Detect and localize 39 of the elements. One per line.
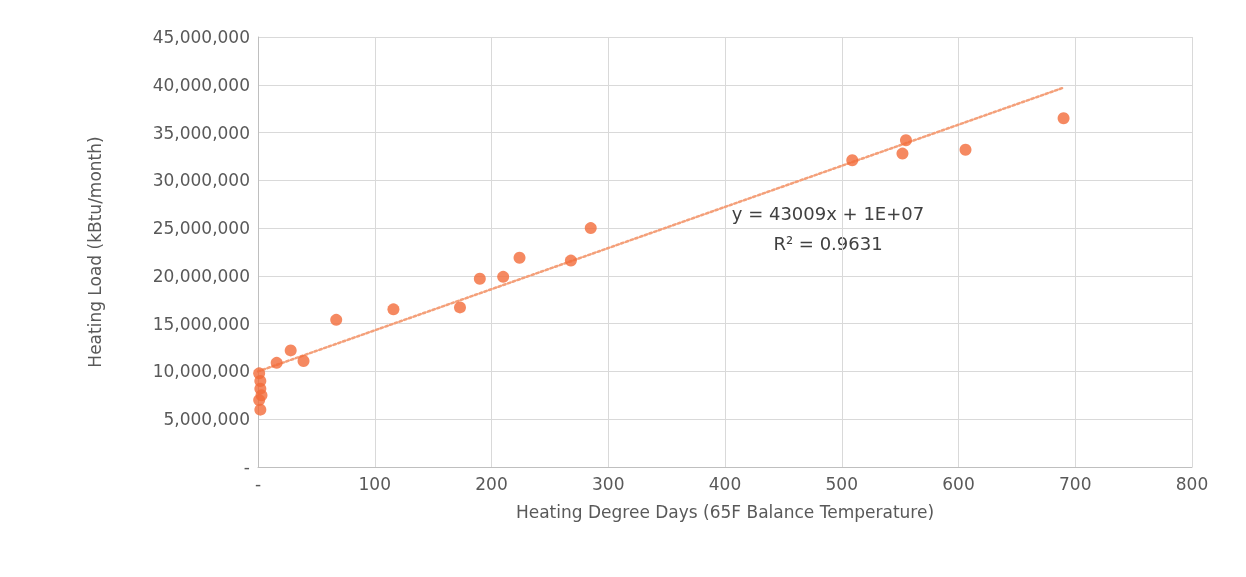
- x-tick-label: 500: [825, 473, 858, 494]
- y-tick-label: 15,000,000: [152, 313, 250, 334]
- y-tick-label: 35,000,000: [152, 122, 250, 143]
- x-tick-label: 600: [942, 473, 975, 494]
- point: [584, 222, 597, 235]
- y-tick-label: -: [243, 457, 250, 477]
- point: [564, 254, 577, 267]
- point: [253, 394, 266, 407]
- x-tick-label: 800: [1175, 473, 1209, 494]
- point: [1057, 112, 1070, 125]
- point: [453, 301, 466, 314]
- x-tick-label: 700: [1059, 473, 1092, 494]
- point: [270, 356, 283, 369]
- y-tick-label: 25,000,000: [152, 218, 250, 239]
- point: [497, 270, 510, 283]
- x-tick-label: 400: [708, 473, 742, 494]
- y-tick-label: 20,000,000: [152, 265, 250, 286]
- annotation: y = 43009x + 1E+07 R² = 0.9631: [731, 202, 925, 254]
- x-axis-title: Heating Degree Days (65F Balance Temperature): [515, 501, 935, 522]
- y-tick-label: 40,000,000: [152, 74, 250, 95]
- point: [473, 272, 486, 285]
- point: [254, 403, 267, 416]
- x-tick-label: 300: [592, 473, 625, 494]
- point: [297, 354, 310, 367]
- y-tick-label: 45,000,000: [152, 27, 250, 47]
- y-tick-label: 10,000,000: [152, 361, 250, 382]
- y-tick-label: 5,000,000: [163, 409, 250, 430]
- point: [284, 344, 297, 357]
- point: [330, 313, 343, 326]
- x-tick-label: 100: [358, 473, 391, 494]
- point: [896, 147, 909, 160]
- point: [387, 303, 400, 316]
- point: [959, 143, 972, 156]
- y-axis-title: Heating Load (kBtu/month): [84, 136, 105, 368]
- x-tick-label: 200: [475, 473, 508, 494]
- point: [846, 154, 859, 167]
- point: [899, 134, 912, 147]
- point: [513, 251, 526, 264]
- y-tick-label: 30,000,000: [152, 170, 250, 191]
